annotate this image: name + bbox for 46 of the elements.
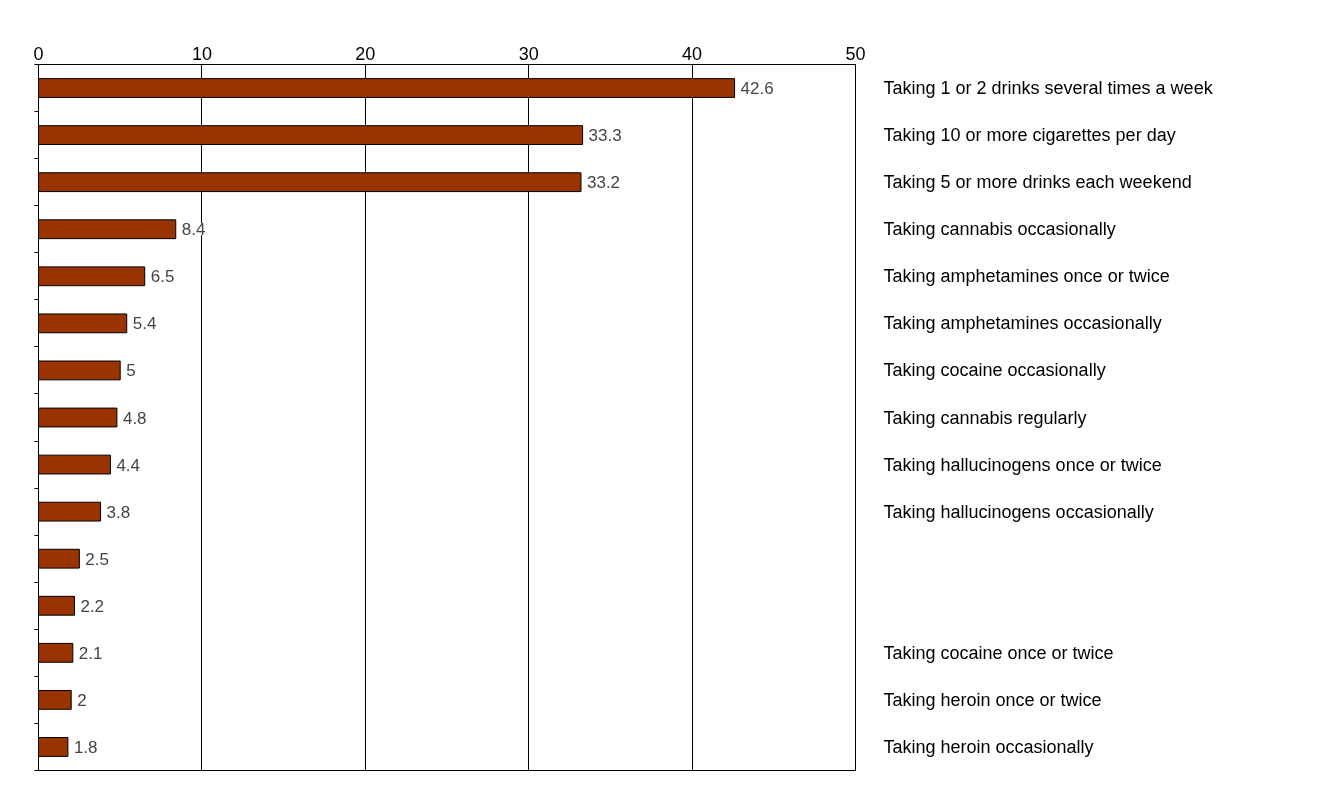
y-tick-label: Taking 10 or more cigarettes per day [883,125,1176,146]
y-tick-label: Taking amphetamines once or twice [883,266,1170,287]
y-tick-label: Taking hallucinogens once or twice [883,454,1162,475]
x-tick-label: 40 [682,43,703,64]
bar [38,219,177,240]
bar [38,407,118,428]
data-label: 42.6 [740,79,774,99]
bar [38,313,128,334]
y-tick-label: Taking cocaine once or twice [883,642,1114,663]
bar [38,548,80,569]
bar [38,360,121,381]
bar [38,595,75,616]
data-label: 5 [126,361,136,381]
data-label: 2 [77,690,87,710]
y-tick-label: Taking 1 or 2 drinks several times a week [883,78,1214,99]
y-tick-label: Taking amphetamines occasionally [883,313,1162,334]
data-label: 3.8 [106,502,131,522]
bar [38,642,74,663]
x-tick-label: 0 [33,43,44,64]
x-tick-label: 20 [355,43,376,64]
data-label: 2.5 [85,549,109,569]
data-label: 4.8 [122,408,147,428]
y-tick-label: Taking cannabis occasionally [883,219,1116,240]
y-tick-label: Taking cannabis regularly [883,407,1087,428]
bar [38,689,72,710]
bar [38,737,69,757]
y-tick-label: Taking heroin once or twice [883,689,1102,710]
data-label: 4.4 [116,455,141,475]
bar [38,454,111,475]
x-tick-label: 10 [191,43,212,64]
data-label: 6.5 [150,267,175,287]
y-tick-label: Taking cocaine occasionally [883,360,1106,381]
data-label: 8.4 [181,220,206,240]
data-label: 5.4 [132,314,157,334]
data-label: 33.2 [586,173,621,193]
x-tick-label: 30 [518,43,539,64]
data-label: 2.2 [80,596,105,616]
data-label: 1.8 [73,737,98,757]
x-tick-label: 50 [845,43,866,64]
y-tick-label: Taking 5 or more drinks each weekend [883,172,1192,193]
y-tick-label: Taking heroin occasionally [883,736,1094,757]
data-label: 2.1 [78,643,103,663]
y-tick-label: Taking hallucinogens occasionally [883,501,1154,522]
bar [38,266,146,287]
data-label: 33.3 [588,126,622,146]
bar [38,501,102,522]
